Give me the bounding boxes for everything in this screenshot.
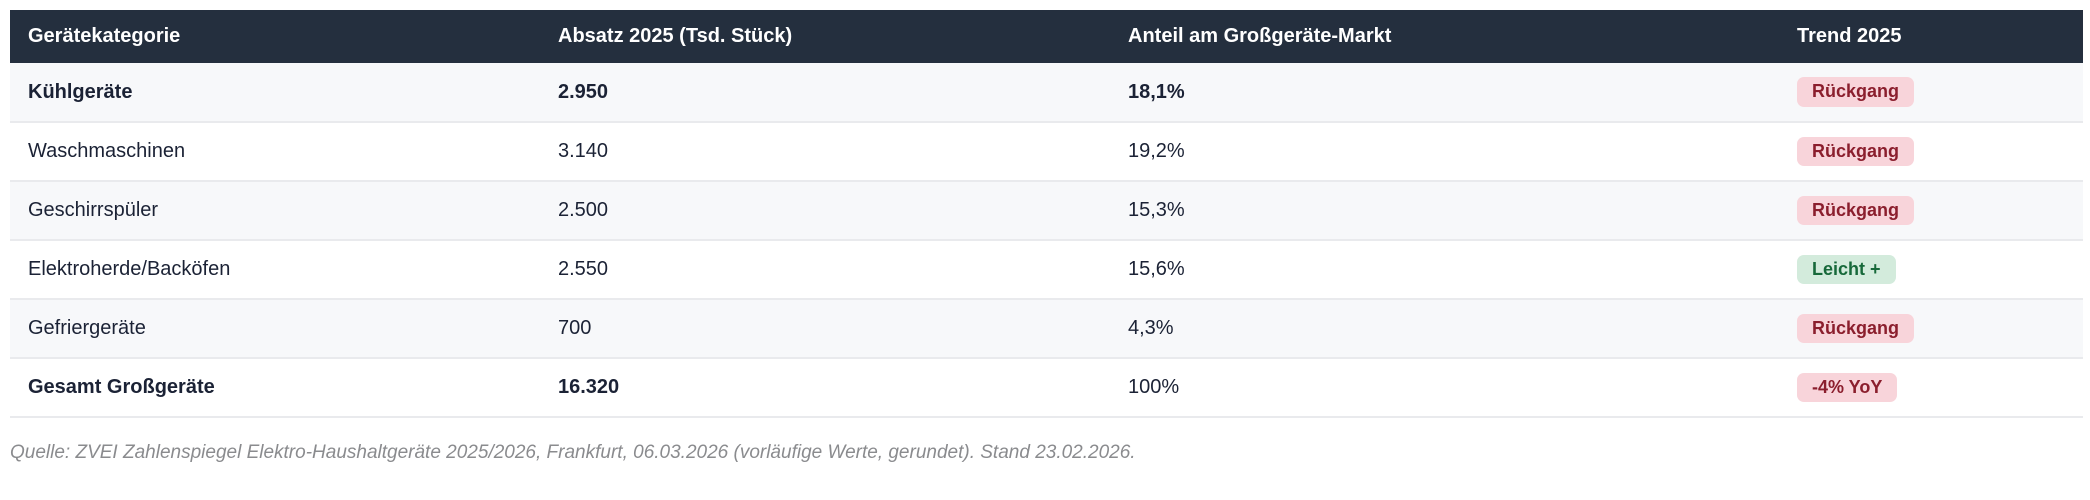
trend-badge: Rückgang [1797,313,1915,344]
market-share-cell: 4,3% [1110,299,1779,359]
trend-badge: Rückgang [1797,195,1915,226]
page: Gerätekategorie Absatz 2025 (Tsd. Stück)… [10,10,2083,463]
trend-badge: Leicht + [1797,254,1896,285]
category-cell: Geschirrspüler [10,181,540,241]
source-note: Quelle: ZVEI Zahlenspiegel Elektro-Haush… [10,442,1136,463]
market-share-cell: 100% [1110,358,1779,418]
column-header-sales: Absatz 2025 (Tsd. Stück) [540,10,1110,63]
sales-cell: 2.950 [540,63,1110,123]
table-row: Waschmaschinen 3.140 19,2% Rückgang [10,122,2083,182]
sales-cell: 3.140 [540,122,1110,182]
trend-cell: Rückgang [1779,122,2083,182]
trend-badge: -4% YoY [1797,372,1898,403]
category-cell: Kühlgeräte [10,63,540,123]
category-cell: Gesamt Großgeräte [10,358,540,418]
trend-cell: Rückgang [1779,299,2083,359]
sales-cell: 16.320 [540,358,1110,418]
market-share-cell: 15,3% [1110,181,1779,241]
trend-badge: Rückgang [1797,77,1915,107]
table-header: Gerätekategorie Absatz 2025 (Tsd. Stück)… [10,10,2083,63]
table-row: Elektroherde/Backöfen 2.550 15,6% Leicht… [10,240,2083,300]
market-share-cell: 19,2% [1110,122,1779,182]
table-row: Kühlgeräte 2.950 18,1% Rückgang [10,63,2083,123]
trend-cell: Rückgang [1779,181,2083,241]
table-row: Gefriergeräte 700 4,3% Rückgang [10,299,2083,359]
appliance-sales-table: Gerätekategorie Absatz 2025 (Tsd. Stück)… [10,10,2083,418]
trend-cell: Leicht + [1779,240,2083,300]
market-share-cell: 15,6% [1110,240,1779,300]
column-header-category: Gerätekategorie [10,10,540,63]
trend-cell: -4% YoY [1779,358,2083,418]
sales-cell: 2.500 [540,181,1110,241]
table-row-total: Gesamt Großgeräte 16.320 100% -4% YoY [10,358,2083,418]
trend-cell: Rückgang [1779,63,2083,123]
sales-cell: 700 [540,299,1110,359]
market-share-cell: 18,1% [1110,63,1779,123]
category-cell: Elektroherde/Backöfen [10,240,540,300]
sales-cell: 2.550 [540,240,1110,300]
table-row: Geschirrspüler 2.500 15,3% Rückgang [10,181,2083,241]
table-body: Kühlgeräte 2.950 18,1% Rückgang Waschmas… [10,63,2083,418]
column-header-trend: Trend 2025 [1779,10,2083,63]
column-header-market-share: Anteil am Großgeräte-Markt [1110,10,1779,63]
category-cell: Waschmaschinen [10,122,540,182]
trend-badge: Rückgang [1797,136,1915,167]
category-cell: Gefriergeräte [10,299,540,359]
header-row: Gerätekategorie Absatz 2025 (Tsd. Stück)… [10,10,2083,63]
